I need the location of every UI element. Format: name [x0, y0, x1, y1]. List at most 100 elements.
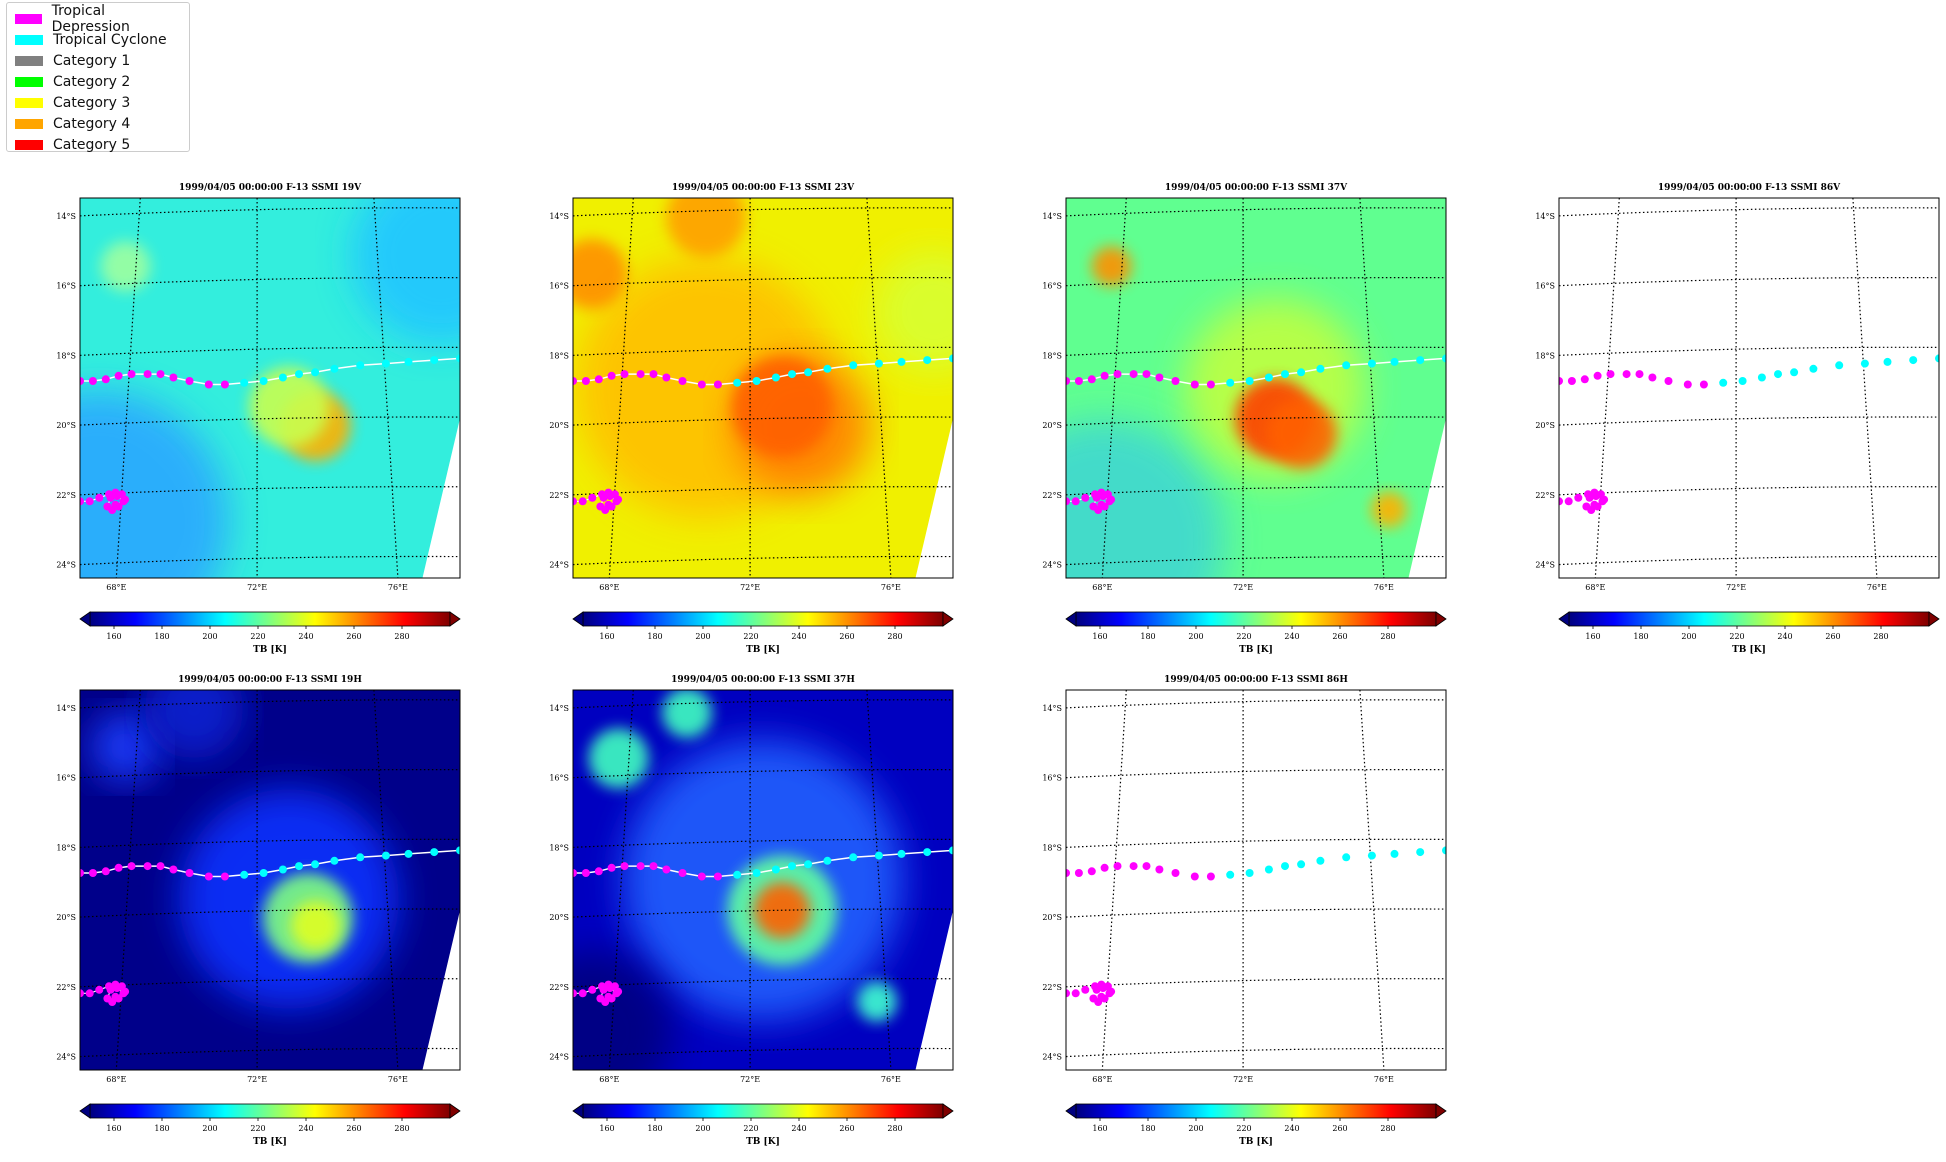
track-point: [1129, 370, 1138, 379]
tb-feature: [662, 690, 712, 738]
track-point: [169, 373, 178, 382]
track-point: [1622, 370, 1631, 379]
panel-title: 1999/04/05 00:00:00 F-13 SSMI 23V: [672, 183, 855, 193]
lon-label: 68°E: [599, 1075, 619, 1084]
legend-item: Category 4: [15, 113, 181, 134]
lat-label: 18°S: [56, 351, 76, 360]
track-point: [278, 373, 287, 382]
colorbar-tick-label: 160: [1092, 632, 1107, 641]
track-point: [1809, 364, 1818, 373]
track-point: [204, 380, 213, 389]
lat-label: 24°S: [1042, 1053, 1062, 1062]
track-point: [1598, 497, 1607, 506]
lat-label: 14°S: [1042, 704, 1062, 713]
tb-feature: [1371, 491, 1407, 528]
map-frame: [572, 197, 954, 579]
panel-title: 1999/04/05 00:00:00 F-13 SSMI 37V: [1165, 183, 1348, 193]
parallel: [1066, 346, 1446, 356]
track-line: [573, 849, 953, 878]
track-point: [1100, 863, 1109, 872]
track-point: [752, 377, 761, 385]
colorbar-tick-label: 200: [695, 1124, 710, 1133]
legend-label: Tropical Cyclone: [53, 31, 167, 48]
track-point: [1297, 860, 1306, 869]
lat-label: 22°S: [56, 491, 76, 500]
track-point: [1935, 354, 1939, 363]
meridian: [1101, 690, 1127, 1070]
track-point: [1790, 368, 1799, 377]
lon-label: 76°E: [388, 583, 408, 592]
lat-label: 22°S: [1042, 491, 1062, 500]
lat-label: 16°S: [1042, 774, 1062, 783]
track-point: [1206, 872, 1215, 881]
track-point: [1297, 368, 1306, 377]
colorbar-tick-label: 260: [1825, 632, 1840, 641]
track-line: [573, 357, 953, 386]
map-frame: [79, 197, 461, 579]
track-point: [1092, 985, 1101, 994]
track-point: [311, 368, 320, 377]
track-point: [111, 500, 120, 509]
colorbar: 160 180 200 220 240 260 280 TB [K]: [1558, 611, 1940, 655]
track-point: [1190, 380, 1199, 389]
map-panel: 1999/04/05 00:00:00 F-13 SSMI 37V 14°S 16°…: [1042, 183, 1447, 655]
track-point: [1099, 492, 1107, 501]
track-point: [1664, 377, 1673, 385]
parallel: [1066, 699, 1446, 709]
track-point: [95, 985, 104, 994]
colorbar-tick-label: 180: [647, 632, 662, 641]
lon-label: 68°E: [1092, 583, 1112, 592]
lon-label: 76°E: [881, 1075, 901, 1084]
track-point: [103, 502, 112, 511]
legend-label: Category 4: [53, 115, 131, 132]
track-point: [80, 377, 84, 385]
colorbar-tick-label: 180: [1140, 1124, 1155, 1133]
legend-swatch: [15, 139, 43, 150]
track-point: [949, 354, 953, 363]
track-point: [897, 357, 906, 366]
parallel: [1559, 416, 1939, 426]
tb-feature: [80, 391, 229, 578]
colorbar-label: TB [K]: [1239, 1137, 1273, 1147]
parallel: [1066, 908, 1446, 918]
track-point: [771, 865, 780, 874]
colorbar-tick-label: 180: [1140, 632, 1155, 641]
colorbar-extend-low: [572, 1103, 584, 1119]
lat-label: 22°S: [1042, 983, 1062, 992]
track-point: [678, 869, 687, 877]
map-frame: [1558, 197, 1940, 579]
track-point: [240, 378, 249, 387]
track-point: [80, 989, 84, 998]
colorbar-tick-label: 200: [1188, 1124, 1203, 1133]
colorbar-tick-label: 240: [1284, 1124, 1299, 1133]
legend-swatch: [15, 76, 43, 87]
colorbar-gradient: [89, 611, 451, 627]
colorbar-extend-high: [1928, 611, 1940, 627]
map-panel: 1999/04/05 00:00:00 F-13 SSMI 23V 14°S 16°…: [549, 183, 954, 655]
lat-label: 20°S: [1042, 421, 1062, 430]
tb-feature: [90, 712, 161, 782]
track-point: [1592, 492, 1600, 501]
track-point: [1738, 377, 1747, 385]
lat-label: 24°S: [549, 1053, 569, 1062]
colorbar-tick-label: 260: [839, 1124, 854, 1133]
tb-feature: [1066, 420, 1224, 578]
track-point: [1066, 497, 1070, 506]
track-point: [88, 377, 97, 385]
lon-label: 68°E: [1585, 583, 1605, 592]
track-point: [295, 862, 303, 871]
meridian: [115, 198, 141, 578]
track-point: [404, 357, 413, 366]
lon-label: 76°E: [1374, 1075, 1394, 1084]
colorbar-tick-label: 180: [647, 1124, 662, 1133]
colorbar-tick-label: 220: [250, 632, 265, 641]
colorbar-tick-label: 280: [394, 1124, 409, 1133]
track-line: [80, 357, 460, 386]
lat-label: 20°S: [1042, 913, 1062, 922]
track-point: [604, 500, 613, 509]
track-point: [606, 984, 614, 993]
track-point: [1860, 359, 1869, 368]
track-point: [1142, 370, 1151, 379]
lon-label: 72°E: [740, 1075, 760, 1084]
